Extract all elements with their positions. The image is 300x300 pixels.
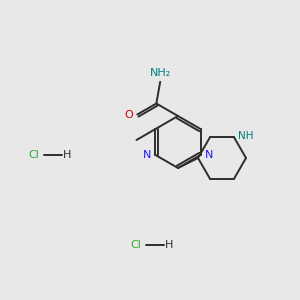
Text: O: O bbox=[124, 110, 133, 119]
Text: H: H bbox=[63, 150, 71, 160]
Text: Cl: Cl bbox=[130, 240, 141, 250]
Text: NH: NH bbox=[238, 131, 254, 141]
Text: H: H bbox=[165, 240, 173, 250]
Text: N: N bbox=[205, 150, 213, 160]
Text: N: N bbox=[143, 150, 152, 160]
Text: Cl: Cl bbox=[28, 150, 39, 160]
Text: NH₂: NH₂ bbox=[149, 68, 171, 78]
